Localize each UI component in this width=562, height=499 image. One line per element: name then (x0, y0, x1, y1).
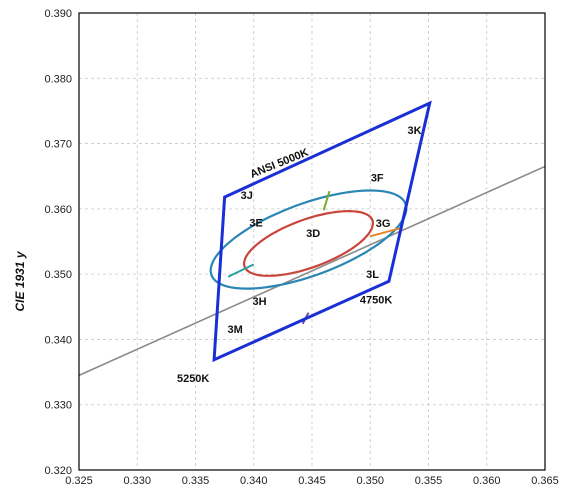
region-label: 3M (227, 324, 242, 336)
x-tick-label: 0.365 (531, 475, 559, 487)
region-label: 3J (241, 190, 253, 202)
y-tick-label: 0.350 (44, 269, 72, 281)
region-label: 3L (366, 269, 379, 281)
outer-ellipse (209, 189, 408, 290)
inner-ellipse (243, 210, 374, 277)
y-tick-label: 0.390 (44, 8, 72, 20)
plot-area-frame (78, 12, 546, 471)
x-tick-label: 0.325 (65, 475, 93, 487)
x-tick-label: 0.340 (240, 475, 268, 487)
ansi-quadrangle (212, 100, 432, 363)
x-tick-label: 0.335 (182, 475, 210, 487)
x-tick-label: 0.360 (473, 475, 501, 487)
region-label: 3K (407, 125, 421, 137)
cct-label: 5250K (177, 373, 209, 385)
y-axis-label: CIE 1931 y (13, 250, 27, 311)
y-tick-label: 0.360 (44, 204, 72, 216)
y-tick-label: 0.380 (44, 73, 72, 85)
grid (78, 12, 546, 471)
series (78, 100, 546, 377)
region-label: 3G (376, 218, 391, 230)
y-tick-label: 0.330 (44, 400, 72, 412)
x-tick-label: 0.345 (298, 475, 326, 487)
x-tick-label: 0.355 (415, 475, 443, 487)
blackbody-locus-line (78, 165, 546, 377)
divider-line-green (322, 190, 331, 211)
x-tick-label: 0.330 (123, 475, 151, 487)
region-label: 3H (253, 296, 267, 308)
y-tick-label: 0.370 (44, 139, 72, 151)
cct-label: 4750K (360, 295, 392, 307)
y-tick-label: 0.340 (44, 334, 72, 346)
divider-line-orange (369, 226, 402, 238)
y-tick-label: 0.320 (44, 465, 72, 477)
region-label: 3E (249, 217, 262, 229)
x-tick-label: 0.350 (356, 475, 384, 487)
region-label: 3D (306, 228, 320, 240)
region-label: 3F (371, 172, 384, 184)
tick-labels: 0.325 0.330 0.335 0.340 0.345 0.350 0.355 0.360… (44, 8, 558, 487)
divider-line-teal (227, 263, 255, 278)
